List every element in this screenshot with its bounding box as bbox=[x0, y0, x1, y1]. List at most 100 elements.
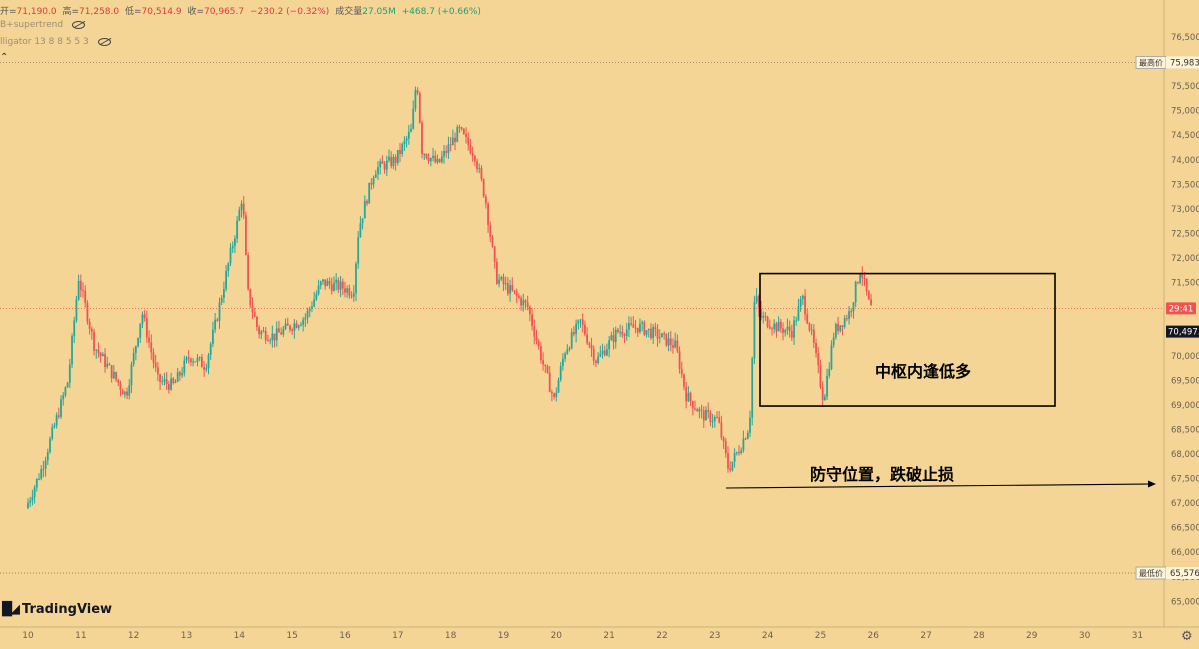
candle-body bbox=[623, 334, 626, 336]
candle-body bbox=[396, 149, 399, 163]
candle-body bbox=[187, 357, 190, 359]
candle-body bbox=[489, 224, 492, 237]
candle-body bbox=[418, 93, 421, 123]
time-tick-label: 19 bbox=[498, 631, 510, 641]
candle-body bbox=[313, 299, 316, 307]
price-tick-label: 73,500.0 bbox=[1171, 180, 1199, 190]
candle-body bbox=[650, 328, 652, 339]
low-value: 70,514.9 bbox=[141, 7, 182, 17]
candle-body bbox=[394, 156, 397, 163]
candle-body bbox=[462, 129, 465, 134]
candle-body bbox=[845, 318, 848, 320]
candle-body bbox=[214, 319, 217, 330]
high-label: 高= bbox=[62, 7, 80, 17]
candle-body bbox=[256, 316, 258, 328]
time-tick-label: 25 bbox=[815, 631, 826, 641]
candle-body bbox=[216, 319, 219, 321]
candle-body bbox=[520, 297, 522, 306]
candle-body bbox=[443, 150, 445, 157]
candle-body bbox=[181, 373, 183, 376]
low-marker-value: 65,576. bbox=[1170, 569, 1199, 579]
defense-line[interactable] bbox=[725, 483, 1151, 489]
candle-body bbox=[652, 327, 655, 339]
hidden-eye-icon[interactable] bbox=[97, 37, 111, 46]
low-marker-value-box bbox=[1166, 567, 1199, 580]
candle-body bbox=[139, 323, 142, 339]
indicator-alligator-row[interactable]: lligator 13 8 8 5 5 3 bbox=[0, 37, 114, 47]
candle-body bbox=[242, 203, 245, 216]
candle-body bbox=[176, 372, 179, 382]
candle-body bbox=[55, 415, 58, 426]
candle-body bbox=[405, 138, 408, 141]
candle-body bbox=[487, 203, 489, 225]
candle-body bbox=[134, 346, 137, 354]
candle-body bbox=[77, 280, 80, 300]
candle-body bbox=[535, 336, 538, 341]
candle-body bbox=[262, 331, 265, 333]
time-tick-label: 22 bbox=[656, 631, 667, 641]
collapse-legend-icon[interactable]: ⌃ bbox=[0, 52, 9, 63]
candle-body bbox=[165, 379, 168, 384]
candle-body bbox=[93, 331, 95, 351]
candle-body bbox=[766, 316, 769, 327]
candle-body bbox=[425, 154, 428, 159]
candle-body bbox=[628, 323, 630, 330]
candle-body bbox=[542, 360, 544, 365]
candle-body bbox=[108, 363, 111, 366]
last-price-tag: 70,497. bbox=[1168, 328, 1199, 338]
candle-body bbox=[810, 329, 813, 331]
candle-body bbox=[619, 331, 622, 333]
candle-body bbox=[372, 177, 375, 185]
indicator-supertrend-row[interactable]: B+supertrend bbox=[0, 20, 88, 30]
candle-body bbox=[390, 156, 393, 166]
candle-body bbox=[713, 417, 716, 422]
candle-body bbox=[236, 220, 239, 239]
candle-body bbox=[84, 290, 87, 303]
consolidation-box[interactable] bbox=[759, 272, 1056, 407]
hidden-eye-icon[interactable] bbox=[72, 20, 86, 29]
candle-body bbox=[579, 319, 582, 321]
price-tick-label: 72,000.0 bbox=[1171, 254, 1199, 264]
candle-body bbox=[564, 353, 567, 359]
candle-body bbox=[502, 277, 505, 285]
candle-body bbox=[632, 324, 635, 328]
gear-icon[interactable]: ⚙ bbox=[1181, 629, 1193, 644]
candle-body bbox=[161, 381, 164, 383]
candle-body bbox=[793, 320, 795, 338]
candle-body bbox=[225, 270, 228, 290]
candle-body bbox=[156, 367, 159, 375]
candle-body bbox=[832, 337, 835, 346]
candle-body bbox=[421, 122, 423, 155]
candle-body bbox=[178, 372, 181, 376]
price-axis-panel[interactable] bbox=[1164, 0, 1199, 645]
candle-body bbox=[90, 328, 93, 332]
candle-body bbox=[799, 298, 802, 307]
candle-body bbox=[870, 299, 872, 305]
candle-body bbox=[337, 279, 340, 290]
candle-body bbox=[603, 350, 606, 356]
candle-body bbox=[500, 277, 503, 280]
candle-body bbox=[451, 137, 454, 146]
candle-body bbox=[300, 324, 302, 326]
candle-body bbox=[240, 203, 243, 210]
candle-body bbox=[434, 155, 437, 163]
candle-body bbox=[410, 128, 412, 133]
candle-body bbox=[357, 237, 360, 264]
candle-body bbox=[40, 469, 43, 479]
candle-body bbox=[808, 323, 811, 331]
price-tick-label: 68,500.0 bbox=[1171, 426, 1199, 436]
candle-body bbox=[341, 281, 344, 289]
candle-body bbox=[570, 332, 573, 349]
candle-body bbox=[559, 366, 562, 380]
candle-body bbox=[815, 343, 817, 354]
candle-body bbox=[779, 321, 782, 329]
tradingview-logo[interactable]: █◢ TradingView bbox=[2, 602, 112, 617]
candle-body bbox=[51, 427, 54, 439]
candle-body bbox=[128, 385, 131, 396]
candle-body bbox=[689, 392, 692, 402]
candle-body bbox=[654, 327, 657, 330]
candle-body bbox=[46, 452, 49, 461]
box-annotation-label: 中枢内逢低多 bbox=[875, 362, 971, 381]
